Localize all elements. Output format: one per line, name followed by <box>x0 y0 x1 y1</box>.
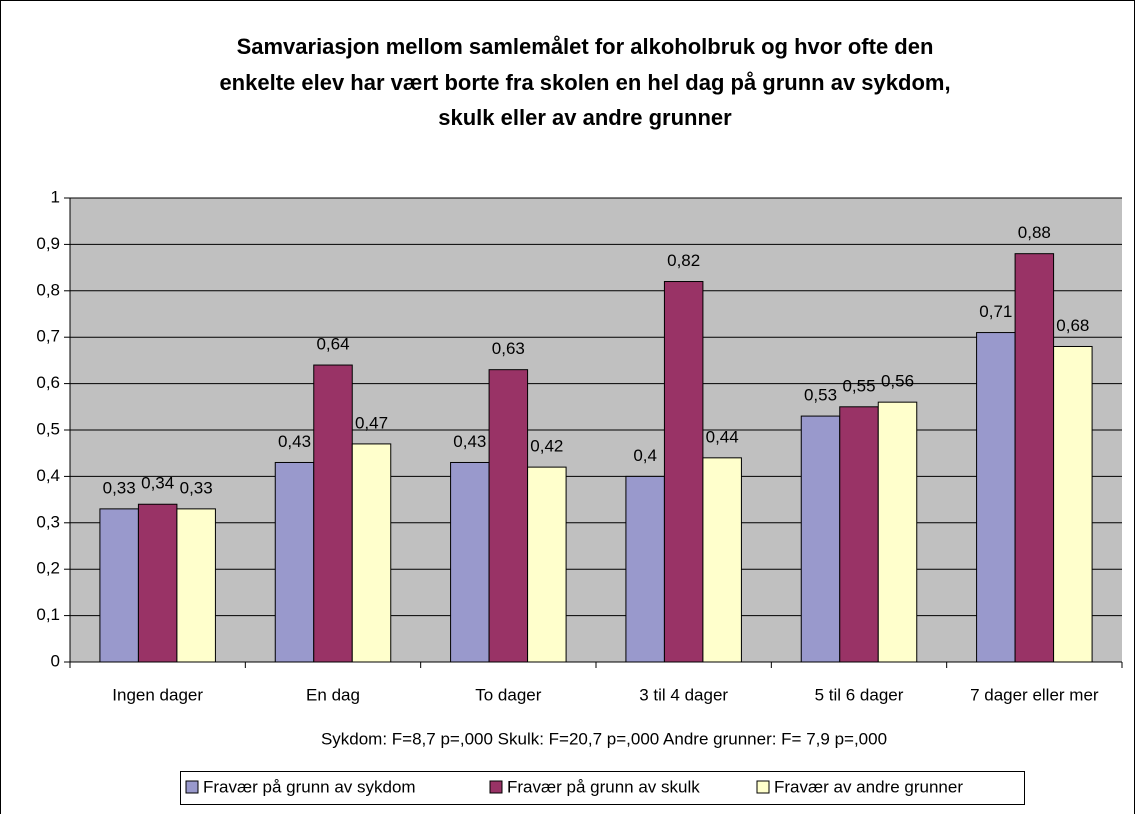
bar <box>1053 345 1093 663</box>
bar <box>488 369 529 663</box>
legend-label: Fravær av andre grunner <box>774 777 963 796</box>
data-label: 0,68 <box>1056 316 1089 335</box>
x-tick-label: 3 til 4 dager <box>639 685 728 704</box>
y-tick-label: 0,6 <box>36 373 60 392</box>
x-tick-label: 7 dager eller mer <box>970 685 1099 704</box>
bar <box>663 281 704 663</box>
bar <box>625 475 665 663</box>
bar <box>450 461 490 663</box>
data-label: 0,47 <box>355 413 388 432</box>
data-label: 0,71 <box>979 302 1012 321</box>
bar <box>800 415 841 663</box>
data-label: 0,42 <box>530 437 563 456</box>
data-label: 0,34 <box>141 474 174 493</box>
data-label: 0,4 <box>633 446 657 465</box>
legend-label: Fravær på grunn av skulk <box>507 777 700 796</box>
y-tick-label: 0,9 <box>36 234 60 253</box>
data-label: 0,55 <box>842 376 875 395</box>
data-label: 0,88 <box>1018 223 1051 242</box>
chart-title: skulk eller av andre grunner <box>438 105 732 130</box>
data-label: 0,43 <box>278 432 311 451</box>
data-label: 0,82 <box>667 251 700 270</box>
x-axis-label: Sykdom: F=8,7 p=,000 Skulk: F=20,7 p=,00… <box>321 729 887 748</box>
legend-swatch <box>489 780 503 794</box>
y-tick-label: 0,7 <box>36 327 60 346</box>
data-label: 0,56 <box>881 372 914 391</box>
y-tick-label: 0,5 <box>36 419 60 438</box>
data-label: 0,53 <box>804 386 837 405</box>
y-tick-label: 0,4 <box>36 466 60 485</box>
bar <box>176 508 216 663</box>
y-tick-label: 0,2 <box>36 559 60 578</box>
bar <box>527 466 567 663</box>
bar <box>1014 253 1055 663</box>
data-label: 0,64 <box>316 335 349 354</box>
y-tick-label: 0,8 <box>36 280 60 299</box>
legend-swatch <box>756 780 770 794</box>
bar <box>137 503 178 663</box>
chart-title: Samvariasjon mellom samlemålet for alkoh… <box>237 34 934 59</box>
y-tick-label: 1 <box>51 187 60 206</box>
legend <box>180 771 1025 805</box>
bar <box>351 443 392 663</box>
legend-swatch <box>185 780 199 794</box>
legend-label: Fravær på grunn av sykdom <box>203 777 416 796</box>
data-label: 0,43 <box>453 432 486 451</box>
y-tick-label: 0 <box>51 651 60 670</box>
data-label: 0,63 <box>492 339 525 358</box>
data-label: 0,44 <box>706 427 739 446</box>
bar <box>313 364 353 663</box>
y-tick-label: 0,3 <box>36 512 60 531</box>
bar <box>976 332 1016 663</box>
x-tick-label: Ingen dager <box>112 685 203 704</box>
bar <box>702 457 742 663</box>
chart-title: enkelte elev har vært borte fra skolen e… <box>219 70 950 95</box>
x-tick-label: To dager <box>475 685 541 704</box>
x-tick-label: En dag <box>306 685 360 704</box>
bar <box>274 461 315 663</box>
bar <box>839 406 879 663</box>
bar <box>877 401 918 663</box>
data-label: 0,33 <box>103 478 136 497</box>
x-tick-label: 5 til 6 dager <box>815 685 904 704</box>
y-tick-label: 0,1 <box>36 605 60 624</box>
data-label: 0,33 <box>180 478 213 497</box>
bar <box>99 508 139 663</box>
